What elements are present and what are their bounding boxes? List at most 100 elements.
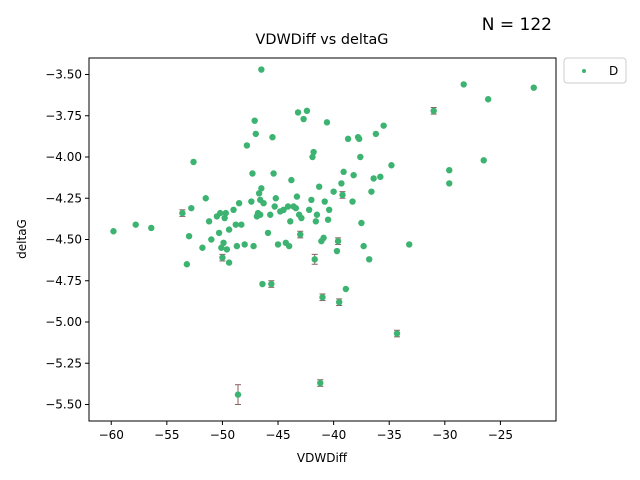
data-point [235,200,243,207]
data-point [357,153,364,161]
data-point [225,226,233,233]
data-point [342,285,350,293]
y-tick-label: −4.25 [45,191,82,205]
data-point [270,170,277,177]
data-point [446,180,453,187]
data-point [258,185,265,192]
data-point [377,173,384,180]
data-point [350,171,357,179]
data-point [323,119,331,126]
data-point [284,203,292,210]
data-point [298,214,305,222]
data-point [179,209,186,217]
y-axis-label: deltaG [15,219,29,259]
data-point [292,204,300,212]
data-point [185,233,193,240]
data-point [248,198,255,205]
data-point [230,206,237,213]
data-point [294,109,302,116]
data-point [370,175,377,182]
data-point [338,180,345,187]
x-axis-label: VDWDiff [297,451,348,465]
data-point [190,158,197,166]
data-point [132,221,139,228]
legend-marker [582,69,586,73]
y-axis-ticks: −3.50 −3.75 −4.00 −4.25 −4.50 −4.75 −5.00 −5.25… [45,68,89,412]
x-tick-label: −55 [154,428,179,442]
data-point [312,218,320,225]
data-point [321,198,328,205]
data-point [308,196,315,204]
data-point [380,122,387,129]
data-point [208,236,215,243]
data-point [335,299,343,306]
data-point [249,170,256,177]
data-point [311,256,318,263]
data-point [188,204,195,212]
x-tick-label: −50 [210,428,235,442]
y-tick-label: −5.50 [45,398,82,412]
data-point [183,261,191,268]
data-point [241,241,248,248]
x-tick-label: −35 [377,428,402,442]
data-point [259,280,266,288]
x-tick-label: −60 [99,428,124,442]
data-point [330,188,337,195]
y-tick-label: −5.25 [45,356,82,370]
data-point [355,135,363,143]
data-point [360,242,367,250]
data-point [222,209,229,217]
legend[interactable]: D [563,57,627,84]
data-point [220,239,227,246]
data-point [358,219,365,227]
data-point [530,84,537,91]
data-point [252,130,259,138]
data-point [264,229,272,237]
x-tick-label: −30 [432,428,457,442]
data-point [205,218,213,225]
x-axis-ticks: −60 −55 −50 −45 −40 −35 −30 −25 [99,421,513,442]
data-point [251,117,258,124]
plot-title: VDWDiff vs deltaG [256,32,389,48]
data-point [325,206,333,213]
data-point [288,176,295,184]
data-point [344,135,352,143]
data-point [480,157,487,164]
data-point [388,162,395,169]
y-tick-label: −3.75 [45,109,82,123]
data-point [218,244,225,251]
data-point [430,107,437,115]
y-tick-label: −3.50 [45,68,82,82]
data-point [285,242,293,250]
data-point [460,81,467,88]
data-point [274,241,282,248]
data-point [366,256,373,263]
data-point [221,214,228,222]
data-point [446,167,453,174]
data-point [110,228,117,235]
data-point [233,242,241,250]
legend-box [563,57,627,84]
data-point [272,195,279,202]
data-point [324,216,332,223]
data-point [268,280,275,288]
y-tick-label: −4.00 [45,150,82,164]
data-point [393,330,401,337]
data-point [250,242,257,250]
data-point [255,190,263,197]
data-point [243,142,251,149]
data-point [215,229,223,237]
x-tick-label: −45 [265,428,290,442]
data-point [260,200,267,207]
data-point [334,237,342,245]
data-point [217,209,224,217]
data-point [406,241,413,248]
data-point [280,206,287,213]
data-point [223,246,231,253]
data-point [339,191,346,199]
x-tick-label: −25 [488,428,513,442]
data-point [293,193,301,200]
data-point [333,247,341,255]
data-point [303,107,311,115]
